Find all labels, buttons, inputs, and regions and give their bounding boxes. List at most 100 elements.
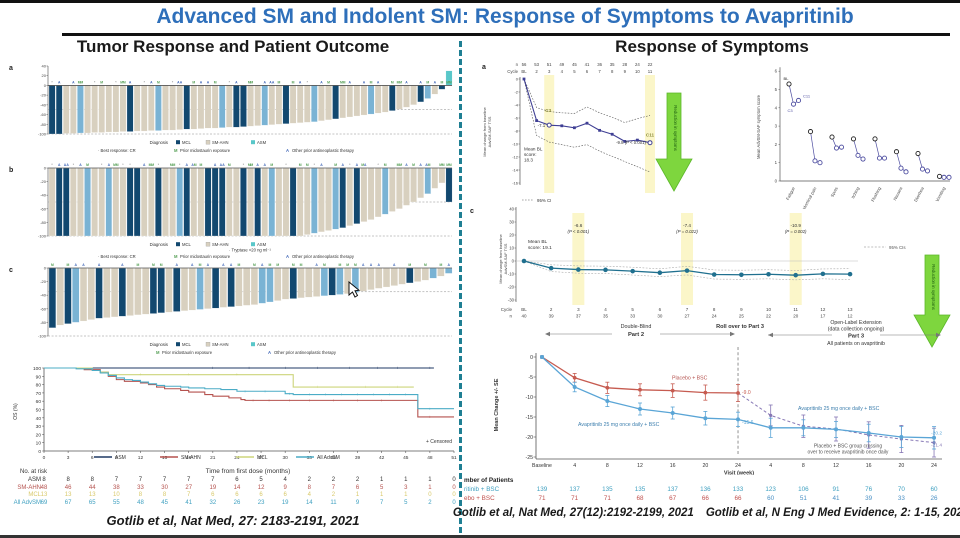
patients-cell: 71 <box>603 495 611 502</box>
svg-text:Avapritinib 25 mg once daily +: Avapritinib 25 mg once daily + BSC <box>578 422 660 428</box>
svg-text:16: 16 <box>866 463 872 469</box>
svg-text:M: M <box>428 163 431 167</box>
svg-text:37: 37 <box>576 314 582 319</box>
svg-text:M: M <box>170 163 173 167</box>
svg-text:M: M <box>51 263 54 267</box>
svg-text:11: 11 <box>793 307 798 312</box>
svg-text:11: 11 <box>648 69 653 74</box>
tss-change-chart-cohort2: c 40 30 20 10 0 -10 -20 -30 Mean change from base… <box>470 207 906 319</box>
svg-text:A: A <box>64 163 67 167</box>
svg-text:M: M <box>172 163 175 167</box>
svg-text:51: 51 <box>451 455 457 461</box>
svg-text:Nausea: Nausea <box>892 186 904 202</box>
svg-text:M: M <box>113 163 116 167</box>
risk-value: 38 <box>113 484 120 491</box>
patients-cell: 123 <box>765 486 776 493</box>
svg-text:-80: -80 <box>40 320 47 325</box>
svg-text:+: + <box>316 385 319 390</box>
patients-cell: 106 <box>798 486 809 493</box>
svg-text:12: 12 <box>138 455 144 461</box>
svg-text:Vomiting: Vomiting <box>934 186 946 203</box>
svg-text:A: A <box>256 163 259 167</box>
svg-text:4: 4 <box>561 69 564 74</box>
svg-text:A: A <box>447 263 450 267</box>
risk-value: 7 <box>380 499 384 506</box>
svg-text:ASM: ASM <box>257 140 267 145</box>
svg-text:A: A <box>263 80 266 84</box>
svg-text:A: A <box>362 263 365 267</box>
svg-text:M: M <box>424 263 427 267</box>
svg-text:A: A <box>121 263 124 267</box>
svg-text:0: 0 <box>530 355 533 361</box>
risk-value: 32 <box>209 499 217 506</box>
svg-text:A: A <box>150 80 153 84</box>
risk-value: 2 <box>307 477 311 483</box>
svg-text:6: 6 <box>91 455 94 461</box>
patients-cell: 67 <box>669 495 677 502</box>
svg-text:33: 33 <box>307 455 313 461</box>
svg-text:*: * <box>101 163 103 167</box>
risk-value: 7 <box>187 477 191 483</box>
svg-text:M: M <box>277 80 280 84</box>
svg-text:A: A <box>405 163 408 167</box>
svg-text:Diarrhea: Diarrhea <box>913 186 925 203</box>
svg-text:Mean change from baseline: Mean change from baseline <box>482 107 487 157</box>
risk-value: 6 <box>259 492 263 498</box>
svg-text:30: 30 <box>36 424 42 430</box>
svg-text:8: 8 <box>611 69 614 74</box>
svg-text:49: 49 <box>559 62 564 67</box>
risk-value: 12 <box>257 484 265 491</box>
svg-text:n: n <box>516 62 519 67</box>
svg-text:M: M <box>354 263 357 267</box>
svg-text:+: + <box>268 398 271 403</box>
svg-text:28: 28 <box>622 62 627 67</box>
svg-text:+: + <box>364 385 367 390</box>
svg-text:M: M <box>80 80 83 84</box>
svg-text:A: A <box>191 163 194 167</box>
risk-value: 7 <box>138 477 143 483</box>
risk-value: 30 <box>161 484 168 491</box>
svg-text:-21.4: -21.4 <box>931 442 942 448</box>
svg-text:A: A <box>66 163 69 167</box>
svg-text:Other prior antineoplastic the: Other prior antineoplastic therapy <box>292 254 355 259</box>
svg-text:Other prior antineoplastic the: Other prior antineoplastic therapy <box>274 350 337 355</box>
svg-text:Placebo + BSC: Placebo + BSC <box>672 375 708 381</box>
svg-text:M: M <box>306 163 309 167</box>
svg-text:80: 80 <box>36 383 42 389</box>
svg-text:24: 24 <box>931 463 937 469</box>
svg-text:A: A <box>207 80 210 84</box>
patients-cell: 68 <box>636 495 644 502</box>
svg-text:A: A <box>419 163 422 167</box>
svg-text:A: A <box>108 163 111 167</box>
svg-text:18: 18 <box>186 455 192 461</box>
svg-text:12: 12 <box>637 463 643 469</box>
patients-cell: 70 <box>897 486 905 493</box>
risk-row-label: MCL <box>28 492 41 498</box>
svg-text:6: 6 <box>659 307 662 312</box>
risk-value: 23 <box>257 499 265 506</box>
svg-text:A: A <box>320 163 323 167</box>
svg-text:20: 20 <box>36 432 42 438</box>
risk-value: 1 <box>355 492 360 498</box>
svg-text:b: b <box>9 167 13 174</box>
svg-text:· Tryptase <20 ng ml⁻¹: · Tryptase <20 ng ml⁻¹ <box>229 248 271 253</box>
risk-value: 26 <box>233 499 241 506</box>
patients-cell: 135 <box>634 486 646 493</box>
svg-text:A: A <box>58 163 61 167</box>
svg-text:*: * <box>73 163 75 167</box>
svg-text:Other prior antineoplastic the: Other prior antineoplastic therapy <box>292 148 355 153</box>
risk-value: 48 <box>40 484 48 491</box>
svg-text:A: A <box>378 263 381 267</box>
svg-text:Roll over to Part 3: Roll over to Part 3 <box>716 324 764 330</box>
svg-text:Diagnosis: Diagnosis <box>150 242 168 247</box>
svg-text:score:: score: <box>524 152 537 157</box>
svg-text:A: A <box>356 163 359 167</box>
svg-text:A: A <box>286 254 289 259</box>
svg-text:+: + <box>288 398 291 403</box>
svg-text:M: M <box>174 148 178 153</box>
patients-cell: 41 <box>832 495 840 502</box>
citations-right: Gotlib et al, Nat Med, 27(12):2192-2199,… <box>453 507 960 519</box>
svg-text:M: M <box>248 163 251 167</box>
svg-text:-15.6: -15.6 <box>742 420 754 426</box>
svg-text:+: + <box>212 366 215 371</box>
